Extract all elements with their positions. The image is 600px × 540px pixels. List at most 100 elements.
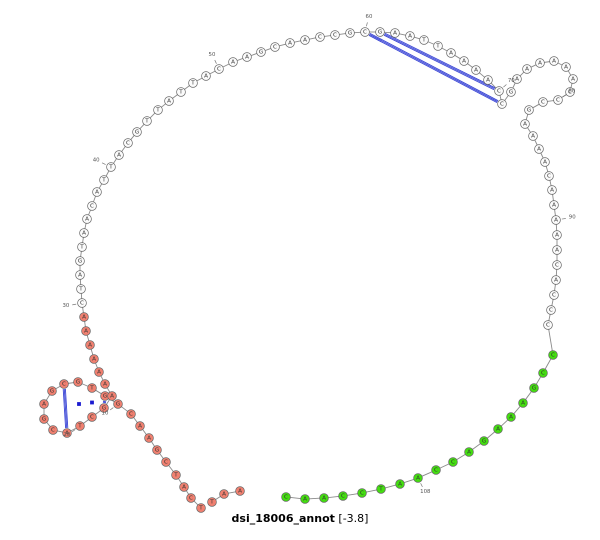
- nucleotide: A: [114, 150, 124, 160]
- nucleotide-circle: [529, 383, 539, 393]
- backbone-segment: [544, 358, 552, 370]
- backbone-segment: [45, 394, 51, 401]
- nucleotide-circle: [552, 245, 562, 255]
- nucleotide: A: [79, 228, 89, 238]
- nucleotide: A: [79, 312, 89, 322]
- nucleotide-circle: [506, 412, 516, 422]
- nucleotide: C: [161, 457, 171, 467]
- backbone-segment: [535, 376, 542, 385]
- backbone-segment: [70, 427, 77, 432]
- nucleotide: A: [285, 38, 295, 48]
- nucleotide: T: [142, 116, 152, 126]
- nucleotide-circle: [538, 368, 548, 378]
- index-label: 40: [93, 158, 100, 164]
- nucleotide-circle: [493, 424, 503, 434]
- nucleotide-circle: [62, 428, 72, 438]
- backbone-layer: [43, 31, 573, 506]
- nucleotide-circle: [113, 399, 123, 409]
- backbone-segment: [399, 33, 406, 36]
- nucleotide-circle: [39, 399, 49, 409]
- nucleotide-circle: [520, 119, 530, 129]
- backbone-segment: [80, 251, 82, 257]
- nucleotide-circle: [522, 64, 532, 74]
- backbone-segment: [427, 41, 435, 45]
- backbone-segment: [421, 471, 433, 477]
- nucleotide: A: [405, 31, 415, 41]
- nucleotide-circle: [459, 56, 469, 66]
- nucleotide: C: [123, 138, 133, 148]
- nucleotide: A: [493, 424, 503, 434]
- nucleotide-circle: [176, 87, 186, 97]
- nucleotide: A: [549, 200, 559, 210]
- nucleotide-circle: [483, 75, 493, 85]
- nucleotide-circle: [549, 200, 559, 210]
- nucleotide: C: [281, 492, 291, 502]
- nucleotide: A: [552, 230, 562, 240]
- index-tick: [214, 59, 217, 64]
- nucleotide: A: [390, 28, 400, 38]
- nucleotide-circle: [479, 436, 489, 446]
- nucleotide-circle: [39, 414, 49, 424]
- nucleotide-circle: [561, 62, 571, 72]
- nucleotide-circle: [543, 320, 553, 330]
- nucleotide-circle: [534, 144, 544, 154]
- backbone-segment: [130, 135, 135, 140]
- backbone-segment: [82, 307, 84, 313]
- nucleotide: T: [106, 162, 116, 172]
- nucleotide-circle: [446, 48, 456, 58]
- index-label: 90: [569, 215, 576, 221]
- nucleotide: C: [552, 260, 562, 270]
- backbone-segment: [81, 383, 89, 387]
- basepair-bond: [369, 32, 499, 102]
- nucleotide: T: [77, 242, 87, 252]
- nucleotide: A: [300, 494, 310, 504]
- nucleotide-circle: [82, 214, 92, 224]
- nucleotide: C: [538, 97, 548, 107]
- backbone-segment: [139, 123, 145, 130]
- backbone-segment: [264, 48, 272, 51]
- nucleotide: C: [87, 201, 97, 211]
- nucleotide-circle: [100, 379, 110, 389]
- backbone-segment: [133, 417, 138, 423]
- nucleotide-circle: [315, 32, 325, 42]
- nucleotide-circle: [547, 185, 557, 195]
- backbone-segment: [549, 180, 552, 186]
- backbone-segment: [504, 95, 509, 101]
- backbone-segment: [513, 406, 521, 414]
- nucleotide-circle: [153, 105, 163, 115]
- nucleotide: T: [99, 175, 109, 185]
- nucleotide: C: [544, 171, 554, 181]
- nucleotide: T: [171, 470, 181, 480]
- backbone-segment: [159, 453, 164, 459]
- nucleotide: A: [413, 473, 423, 483]
- noncanonical-basepair-marker: [90, 400, 94, 405]
- nucleotide-circle: [48, 425, 58, 435]
- backbone-segment: [184, 85, 190, 90]
- nucleotide: A: [568, 74, 578, 84]
- nucleotide-circle: [376, 484, 386, 494]
- nucleotide-circle: [497, 99, 507, 109]
- backbone-segment: [328, 496, 339, 498]
- backbone-segment: [545, 166, 549, 172]
- nucleotide: C: [214, 64, 224, 74]
- nucleotide: C: [543, 320, 553, 330]
- backbone-segment: [404, 478, 414, 484]
- nucleotide-circle: [413, 473, 423, 483]
- index-tick: [109, 407, 114, 411]
- nucleotide-circle: [551, 275, 561, 285]
- nucleotide-circle: [171, 470, 181, 480]
- nucleotide: A: [522, 64, 532, 74]
- nucleotide-circle: [132, 127, 142, 137]
- backbone-segment: [106, 387, 111, 393]
- nucleotide: T: [76, 284, 86, 294]
- nucleotide: A: [535, 58, 545, 68]
- nucleotide-circle: [161, 457, 171, 467]
- nucleotide: A: [471, 65, 481, 75]
- backbone-segment: [479, 72, 485, 78]
- nucleotide: A: [92, 187, 102, 197]
- backbone-segment: [554, 209, 556, 216]
- nucleotide-circle: [201, 71, 211, 81]
- backbone-segment: [100, 375, 104, 381]
- backbone-segment: [90, 349, 94, 355]
- backbone-segment: [567, 70, 572, 76]
